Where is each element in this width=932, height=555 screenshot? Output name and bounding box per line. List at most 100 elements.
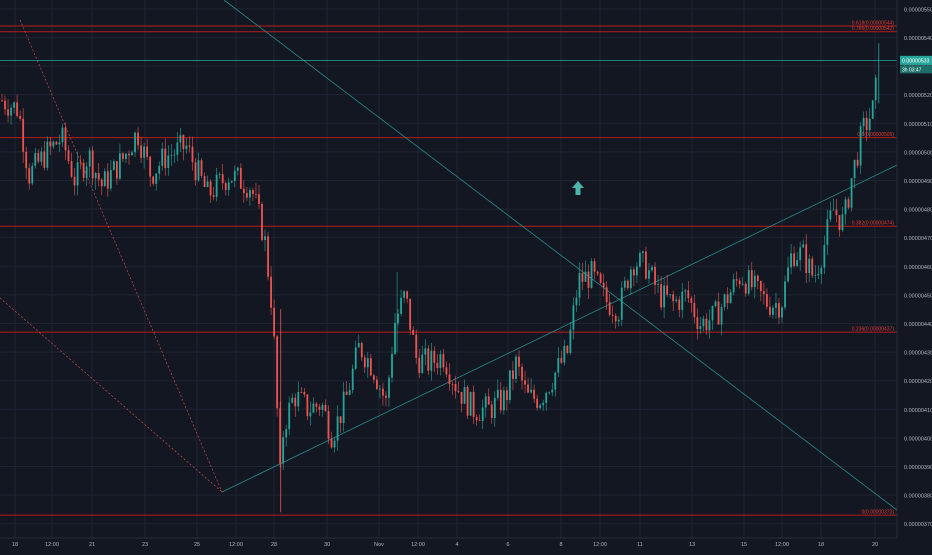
candle-body — [738, 280, 741, 285]
candle-body — [182, 135, 185, 150]
candle-body — [732, 279, 735, 293]
candle-body — [76, 162, 79, 186]
candle-body — [560, 358, 563, 363]
candle-body — [684, 290, 687, 292]
candle-body — [131, 152, 133, 156]
candle-body — [717, 301, 720, 325]
candle-body — [249, 190, 251, 198]
time-tick-label: 12:00 — [45, 542, 59, 548]
candle-body — [1, 100, 3, 102]
candle-body — [336, 416, 339, 441]
price-tick-label: 0.00000540 — [904, 36, 932, 42]
candle-body — [418, 357, 421, 373]
candle-body — [699, 326, 702, 330]
price-axis[interactable]: 0.000005500.000005400.000005300.00000520… — [896, 0, 932, 555]
candle-body — [382, 388, 384, 396]
time-tick-label: 30 — [324, 542, 330, 548]
candle-body — [43, 151, 46, 168]
candle-body — [826, 219, 829, 245]
candle-body — [478, 420, 481, 421]
candle-body — [58, 142, 61, 145]
candle-body — [236, 167, 239, 171]
candle-body — [379, 388, 381, 390]
candle-body — [551, 389, 554, 393]
candle-body — [850, 178, 853, 208]
time-tick-label: 13 — [689, 542, 695, 548]
candle-body — [327, 411, 330, 439]
dashed-fan-line — [0, 297, 223, 493]
candle-body — [759, 281, 762, 292]
candle-body — [805, 244, 808, 273]
candle-body — [578, 272, 581, 298]
candle-body — [766, 294, 768, 307]
candle-body — [787, 267, 789, 282]
candle-body — [273, 307, 275, 337]
candle-body — [109, 170, 112, 189]
candle-body — [28, 168, 31, 184]
candle-body — [593, 261, 596, 272]
candle-body — [85, 166, 88, 178]
candle-body — [406, 291, 409, 299]
fib-level-label: 0.5(0.00000505) — [857, 132, 894, 138]
candle-body — [521, 366, 523, 381]
price-tick-label: 0.00000500 — [904, 150, 932, 156]
candle-body — [427, 348, 430, 371]
candle-body — [750, 270, 753, 288]
candle-body — [342, 391, 345, 424]
price-tick-label: 0.00000460 — [904, 265, 932, 271]
trend-lines — [0, 0, 898, 511]
candle-body — [363, 357, 366, 368]
candle-body — [499, 389, 502, 411]
candle-body — [164, 148, 167, 168]
candle-body — [651, 266, 653, 271]
candle-body — [333, 440, 336, 448]
candle-body — [530, 389, 532, 393]
time-axis[interactable]: 18 12:00 21 23 25 12:00 28 30 Nov 12:00 4 6 8 12:00 11… — [0, 537, 897, 548]
candle-body — [536, 398, 539, 408]
candle-body — [775, 303, 777, 308]
candle-body — [270, 276, 272, 308]
candle-body — [669, 294, 672, 296]
candle-body — [215, 174, 218, 197]
candle-body — [103, 171, 106, 187]
price-tick-label: 0.00000440 — [904, 322, 932, 328]
candle-body — [354, 347, 357, 369]
candle-body — [52, 141, 55, 147]
candle-body — [366, 358, 369, 368]
candle-body — [348, 390, 351, 395]
candle-body — [575, 297, 578, 306]
candle-body — [569, 329, 572, 353]
candle-body — [557, 358, 560, 373]
candle-body — [484, 396, 487, 408]
current-price-label: 0.00000533 — [902, 58, 930, 64]
candle-body — [372, 375, 375, 380]
candle-body — [303, 392, 306, 395]
price-tick-label: 0.00000370 — [904, 522, 932, 528]
candle-body — [143, 146, 145, 158]
candle-body — [424, 348, 427, 355]
candle-body — [823, 244, 826, 268]
candle-body — [518, 356, 520, 367]
candle-body — [856, 159, 859, 166]
candle-body — [496, 389, 499, 398]
candle-body — [137, 132, 139, 146]
candle-body — [409, 298, 412, 330]
candle-body — [188, 145, 191, 147]
candle-body — [315, 403, 318, 407]
candle-body — [720, 306, 723, 325]
candle-body — [714, 301, 717, 306]
price-tick-label: 0.00000490 — [904, 179, 932, 185]
candle-body — [681, 291, 684, 310]
candle-body — [654, 266, 656, 286]
candle-body — [799, 247, 802, 261]
time-tick-label: 25 — [194, 542, 200, 548]
price-tick-label: 0.00000520 — [904, 93, 932, 99]
candle-body — [781, 307, 783, 318]
candle-body — [122, 153, 124, 159]
candle-body — [617, 319, 620, 322]
candle-body — [125, 153, 127, 159]
candle-body — [230, 180, 233, 183]
candle-body — [790, 253, 792, 268]
